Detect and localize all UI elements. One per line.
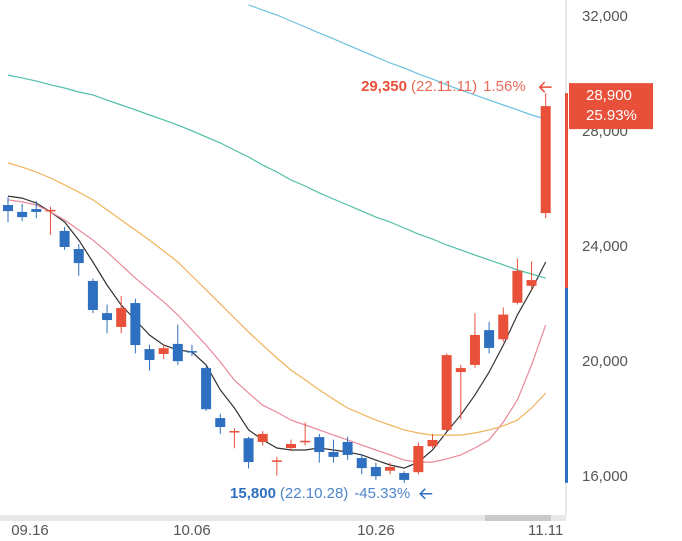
- candle-body: [3, 205, 13, 212]
- candle-body: [399, 473, 410, 480]
- candle-body: [102, 313, 113, 321]
- candle-body: [300, 440, 311, 443]
- candle-body: [229, 431, 240, 433]
- moving-average-line: [248, 4, 546, 120]
- y-tick-label: 16,000: [582, 468, 628, 485]
- moving-averages: [7, 4, 547, 469]
- range-bar-high: [565, 93, 568, 288]
- candle-body: [158, 348, 169, 354]
- low-value: 15,800: [230, 485, 276, 502]
- candles: [3, 93, 551, 483]
- high-arrow: [538, 81, 552, 93]
- x-tick-label: 10.26: [357, 522, 395, 539]
- x-tick-label: 11.11: [528, 522, 563, 539]
- moving-average-line: [7, 195, 547, 469]
- candle-body: [427, 439, 438, 447]
- price-tag-change: 25.93%: [586, 107, 637, 124]
- x-tick-label: 10.06: [173, 522, 211, 539]
- candle-body: [172, 343, 183, 362]
- high-annotation: 29,350 (22.11.11) 1.56%: [361, 78, 526, 95]
- candle-body: [342, 441, 353, 455]
- low-arrow: [419, 488, 433, 500]
- candle-body: [526, 280, 537, 286]
- price-tag: [569, 83, 653, 130]
- y-tick-label: 32,000: [582, 8, 628, 25]
- x-scroll-track: [0, 515, 566, 521]
- low-change: -45.33%: [354, 485, 410, 502]
- y-tick-label: 20,000: [582, 353, 628, 370]
- candle-body: [512, 270, 523, 303]
- candle-body: [215, 418, 226, 428]
- candle-body: [469, 334, 480, 365]
- candle-body: [356, 458, 367, 469]
- candle-body: [17, 211, 28, 218]
- candle-body: [186, 351, 197, 353]
- candle-body: [455, 368, 466, 373]
- y-tick-label: 24,000: [582, 238, 628, 255]
- candle-body: [73, 249, 84, 264]
- high-date: (22.11.11): [411, 78, 477, 95]
- moving-average-line: [7, 162, 547, 436]
- candle-body: [441, 355, 452, 430]
- candle-body: [31, 209, 42, 212]
- moving-average-line: [7, 74, 546, 279]
- range-bar-low: [565, 287, 568, 483]
- candle-body: [286, 443, 296, 449]
- price-tag-value: 28,900: [586, 87, 632, 104]
- candle-body: [498, 314, 509, 340]
- candle-body: [484, 330, 495, 348]
- candle-body: [130, 303, 141, 346]
- candle-body: [314, 437, 325, 453]
- candle-body: [59, 230, 70, 248]
- candle-body: [370, 466, 381, 477]
- candle-body: [243, 438, 254, 463]
- candle-body: [144, 349, 155, 361]
- moving-average-line: [7, 199, 547, 463]
- low-annotation: 15,800 (22.10.28) -45.33%: [230, 485, 410, 502]
- candle-body: [257, 433, 268, 442]
- low-date: (22.10.28): [280, 485, 348, 502]
- candle-body: [201, 368, 212, 410]
- candle-body: [413, 445, 424, 473]
- candle-body: [540, 106, 551, 214]
- high-value: 29,350: [361, 78, 407, 95]
- candle-body: [45, 209, 56, 212]
- candle-body: [328, 452, 339, 457]
- candle-body: [271, 460, 282, 462]
- x-scroll-thumb[interactable]: [485, 515, 551, 521]
- candle-body: [87, 280, 98, 310]
- x-tick-label: 09.16: [11, 522, 49, 539]
- candle-body: [385, 466, 396, 471]
- candle-body: [116, 307, 127, 327]
- high-change: 1.56%: [483, 78, 526, 95]
